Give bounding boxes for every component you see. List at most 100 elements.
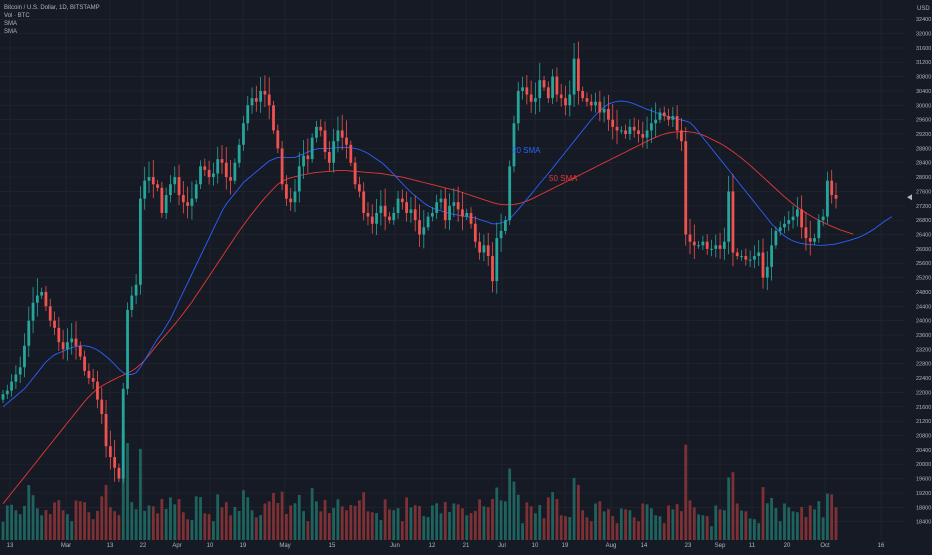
candle-body[interactable] <box>615 126 619 131</box>
candle-body[interactable] <box>435 202 439 213</box>
candle-body[interactable] <box>280 148 284 185</box>
candle-body[interactable] <box>250 98 254 106</box>
candle-body[interactable] <box>396 198 400 213</box>
candle-body[interactable] <box>130 295 134 310</box>
candle-body[interactable] <box>469 212 473 224</box>
candle-body[interactable] <box>705 241 709 249</box>
candle-body[interactable] <box>589 101 593 106</box>
candle-body[interactable] <box>203 166 207 170</box>
candle-body[interactable] <box>576 58 580 91</box>
candle-body[interactable] <box>697 245 700 247</box>
candle-body[interactable] <box>151 177 155 185</box>
candle-body[interactable] <box>718 245 722 249</box>
candle-body[interactable] <box>340 130 344 138</box>
candle-body[interactable] <box>177 177 181 196</box>
candlestick-series[interactable] <box>1 41 838 484</box>
candle-body[interactable] <box>388 216 391 221</box>
candle-body[interactable] <box>512 123 516 167</box>
candle-body[interactable] <box>422 227 426 235</box>
candle-body[interactable] <box>366 212 370 217</box>
candle-body[interactable] <box>607 108 610 120</box>
price-axis[interactable]: USD 18400 18800 19200 19600 20000 20400 20800 2… <box>916 6 931 526</box>
candle-body[interactable] <box>216 159 220 174</box>
candle-body[interactable] <box>443 198 447 221</box>
candle-body[interactable] <box>121 388 125 479</box>
candle-body[interactable] <box>413 209 417 221</box>
candle-body[interactable] <box>478 241 482 253</box>
candle-body[interactable] <box>345 137 348 145</box>
candle-body[interactable] <box>18 367 22 375</box>
candle-body[interactable] <box>675 116 679 131</box>
candle-body[interactable] <box>418 220 421 235</box>
candle-body[interactable] <box>727 191 731 242</box>
candle-body[interactable] <box>405 202 409 213</box>
candle-body[interactable] <box>117 467 121 479</box>
candle-body[interactable] <box>740 256 743 258</box>
candle-body[interactable] <box>821 216 825 221</box>
candle-body[interactable] <box>830 180 834 196</box>
candle-body[interactable] <box>795 209 799 217</box>
candle-body[interactable] <box>761 252 765 278</box>
candle-body[interactable] <box>336 130 340 142</box>
candle-body[interactable] <box>44 291 48 307</box>
candle-body[interactable] <box>744 256 748 260</box>
candle-body[interactable] <box>813 238 816 242</box>
candle-body[interactable] <box>671 116 675 120</box>
candle-body[interactable] <box>392 212 396 221</box>
candle-body[interactable] <box>800 209 804 228</box>
candle-body[interactable] <box>48 306 52 321</box>
candle-body[interactable] <box>319 126 323 131</box>
candle-body[interactable] <box>684 141 688 235</box>
sma-legend-1[interactable]: SMA <box>4 21 18 27</box>
candle-body[interactable] <box>486 245 490 257</box>
candle-body[interactable] <box>521 87 524 91</box>
candle-body[interactable] <box>139 198 142 285</box>
candle-body[interactable] <box>302 155 305 167</box>
candle-body[interactable] <box>353 162 357 185</box>
candle-body[interactable] <box>259 90 263 102</box>
candle-body[interactable] <box>594 101 597 106</box>
candle-body[interactable] <box>14 374 18 382</box>
candle-body[interactable] <box>637 130 640 135</box>
candle-body[interactable] <box>817 220 821 239</box>
candle-body[interactable] <box>164 195 168 213</box>
candle-body[interactable] <box>482 245 486 253</box>
candle-body[interactable] <box>714 245 718 249</box>
candle-body[interactable] <box>173 177 177 185</box>
symbol-title[interactable]: Bitcoin / U.S. Dollar, 1D, BITSTAMP <box>4 5 100 11</box>
candle-body[interactable] <box>383 205 387 217</box>
candle-body[interactable] <box>542 80 546 88</box>
time-axis[interactable]: 13 Mar 13 22 Apr 10 19 May 15 Jun 12 21 Jul 10 19 Aug 14… <box>7 543 885 549</box>
candle-body[interactable] <box>791 216 795 221</box>
candle-body[interactable] <box>568 94 572 106</box>
candle-body[interactable] <box>645 130 649 138</box>
candle-body[interactable] <box>70 338 74 343</box>
candle-body[interactable] <box>83 356 86 371</box>
candle-body[interactable] <box>233 162 237 181</box>
candle-body[interactable] <box>649 123 653 131</box>
candle-body[interactable] <box>624 130 627 135</box>
candle-body[interactable] <box>293 191 297 203</box>
candle-body[interactable] <box>242 123 245 145</box>
candle-body[interactable] <box>87 370 91 379</box>
candle-body[interactable] <box>199 166 202 185</box>
candle-body[interactable] <box>357 184 361 192</box>
candle-body[interactable] <box>186 202 190 206</box>
candle-body[interactable] <box>272 105 275 131</box>
candle-body[interactable] <box>572 58 576 95</box>
candle-body[interactable] <box>787 220 791 224</box>
candle-body[interactable] <box>778 227 782 231</box>
candle-body[interactable] <box>323 130 327 152</box>
candle-body[interactable] <box>53 320 56 328</box>
candle-body[interactable] <box>276 130 280 149</box>
candle-body[interactable] <box>808 238 812 242</box>
candle-body[interactable] <box>78 345 82 357</box>
candle-body[interactable] <box>181 195 185 203</box>
candle-body[interactable] <box>456 202 460 210</box>
candle-body[interactable] <box>194 184 198 199</box>
candle-body[interactable] <box>147 177 151 181</box>
candle-body[interactable] <box>349 144 353 163</box>
candle-body[interactable] <box>104 413 108 447</box>
candle-body[interactable] <box>134 284 138 296</box>
candle-body[interactable] <box>611 119 615 127</box>
